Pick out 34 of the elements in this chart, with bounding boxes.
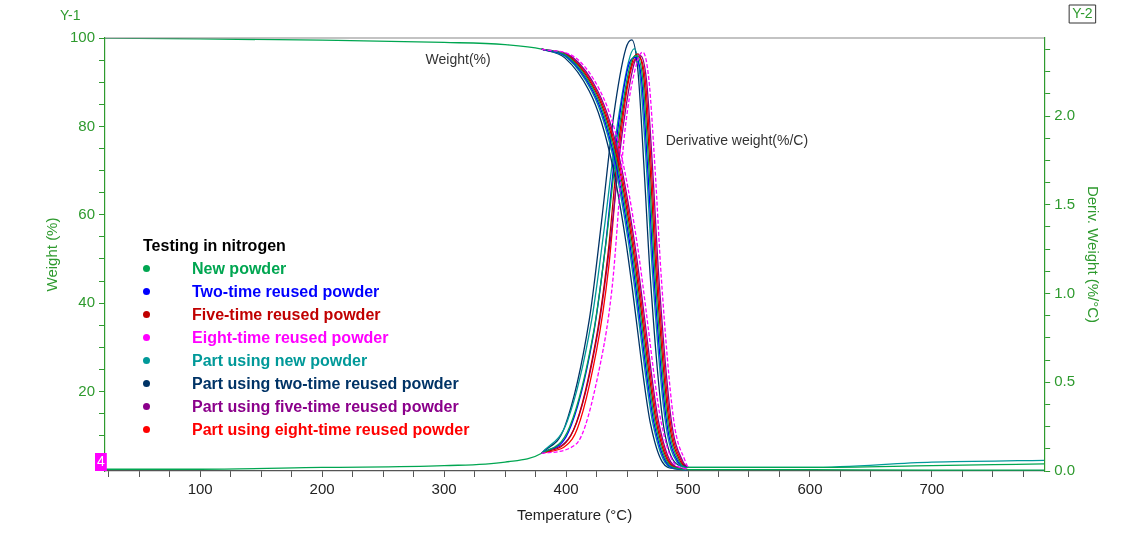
y-tick-label: 80 [78, 116, 96, 134]
y-tick-label: 60 [78, 204, 96, 222]
y-tick-label: 20 [78, 381, 96, 399]
text: Eight-time reused powder [191, 328, 390, 348]
x-tick-label: 400 [553, 480, 579, 498]
text: Part using eight-time reused powder [191, 420, 470, 440]
text: Y-1 [60, 6, 81, 23]
annotation: Derivative weight(%/C) [665, 131, 809, 148]
text: Five-time reused powder [191, 305, 382, 325]
text: Part using new powder [191, 351, 369, 371]
x-tick-label: 600 [797, 480, 823, 498]
x-tick-label: 700 [919, 480, 945, 498]
y-tick-label: 40 [78, 293, 96, 311]
x-tick-label: 100 [187, 480, 213, 498]
legend-title: Testing in nitrogen [143, 236, 287, 256]
text: Part using five-time reused powder [191, 397, 460, 417]
x-tick-label: 200 [309, 480, 335, 498]
text: Y-2 [1072, 4, 1093, 21]
x-tick-label: 500 [675, 480, 701, 498]
text: Part using two-time reused powder [191, 374, 460, 394]
y-tick-label: 100 [70, 28, 96, 46]
y-axis-title: Weight (%) [43, 217, 61, 292]
text: 4 [97, 452, 106, 469]
x-axis-title: Temperature (°C) [516, 506, 633, 524]
x-tick-label: 300 [431, 480, 457, 498]
annotation: Weight(%) [425, 50, 491, 67]
y2-axis-title: Deriv. Weight (%/°C) [1084, 185, 1102, 324]
y2-tick-label: 0.0 [1054, 461, 1076, 479]
y2-tick-label: 2.0 [1054, 106, 1076, 124]
text: New powder [191, 259, 288, 279]
y2-tick-label: 0.5 [1054, 372, 1076, 390]
y2-tick-label: 1.0 [1054, 283, 1076, 301]
y2-tick-label: 1.5 [1054, 194, 1076, 212]
text: Two-time reused powder [191, 282, 381, 302]
